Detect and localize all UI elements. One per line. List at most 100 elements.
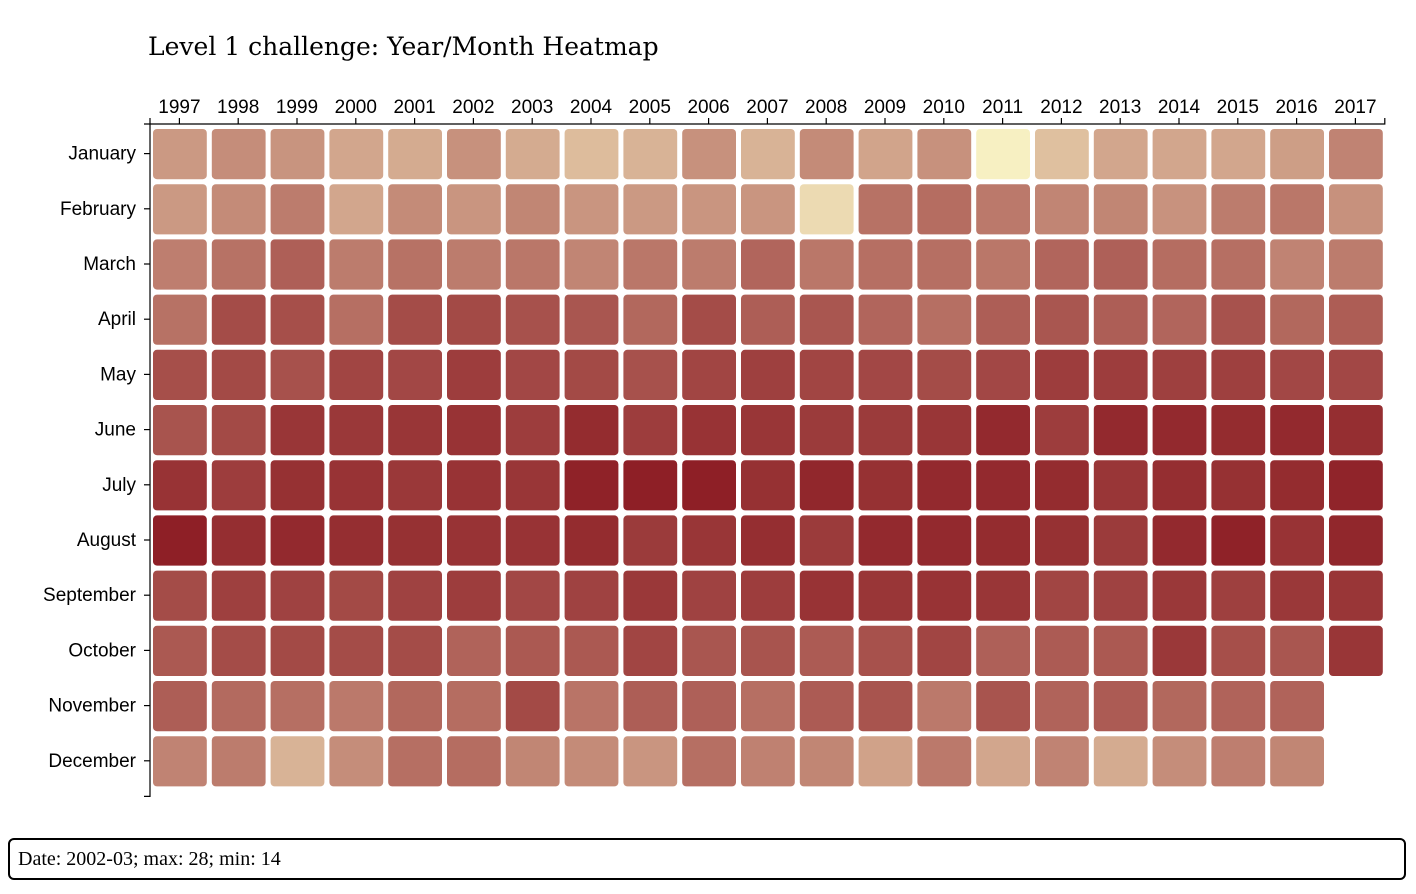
heatmap-cell[interactable] <box>447 239 501 290</box>
heatmap-cell[interactable] <box>1211 239 1266 290</box>
heatmap-cell[interactable] <box>917 405 972 456</box>
heatmap-cell[interactable] <box>211 460 266 511</box>
heatmap-cell[interactable] <box>447 349 501 400</box>
heatmap-cell[interactable] <box>682 515 736 566</box>
heatmap-cell[interactable] <box>799 460 854 511</box>
heatmap-cell[interactable] <box>1035 349 1089 400</box>
heatmap-cell[interactable] <box>741 129 795 180</box>
heatmap-cell[interactable] <box>1093 294 1148 345</box>
heatmap-cell[interactable] <box>858 736 913 787</box>
heatmap-cell[interactable] <box>1211 515 1266 566</box>
heatmap-cell[interactable] <box>564 625 619 676</box>
heatmap-cell[interactable] <box>917 184 972 235</box>
heatmap-cell[interactable] <box>211 625 266 676</box>
heatmap-cell[interactable] <box>270 239 325 290</box>
heatmap-cell[interactable] <box>1152 736 1207 787</box>
heatmap-cell[interactable] <box>270 294 325 345</box>
heatmap-cell[interactable] <box>917 736 972 787</box>
heatmap-cell[interactable] <box>623 460 678 511</box>
heatmap-cell[interactable] <box>1329 184 1383 235</box>
heatmap-cell[interactable] <box>270 405 325 456</box>
heatmap-cell[interactable] <box>623 515 678 566</box>
heatmap-cell[interactable] <box>388 625 442 676</box>
heatmap-cell[interactable] <box>447 736 501 787</box>
heatmap-cell[interactable] <box>799 239 854 290</box>
heatmap-cell[interactable] <box>741 184 795 235</box>
heatmap-cell[interactable] <box>682 239 736 290</box>
heatmap-cell[interactable] <box>388 129 442 180</box>
heatmap-cell[interactable] <box>153 239 207 290</box>
heatmap-cell[interactable] <box>1329 405 1383 456</box>
heatmap-cell[interactable] <box>741 515 795 566</box>
heatmap-cell[interactable] <box>153 349 207 400</box>
heatmap-cell[interactable] <box>799 184 854 235</box>
heatmap-cell[interactable] <box>682 736 736 787</box>
heatmap-cell[interactable] <box>505 570 560 621</box>
heatmap-cell[interactable] <box>1093 681 1148 732</box>
heatmap-cell[interactable] <box>741 349 795 400</box>
heatmap-cell[interactable] <box>329 184 384 235</box>
heatmap-cell[interactable] <box>1329 625 1383 676</box>
heatmap-cell[interactable] <box>270 736 325 787</box>
heatmap-cell[interactable] <box>329 736 384 787</box>
heatmap-cell[interactable] <box>799 570 854 621</box>
heatmap-cell[interactable] <box>1211 184 1266 235</box>
heatmap-cell[interactable] <box>858 129 913 180</box>
heatmap-cell[interactable] <box>211 239 266 290</box>
heatmap-cell[interactable] <box>799 294 854 345</box>
heatmap-cell[interactable] <box>1093 736 1148 787</box>
heatmap-cell[interactable] <box>153 129 207 180</box>
heatmap-cell[interactable] <box>505 239 560 290</box>
heatmap-cell[interactable] <box>1152 570 1207 621</box>
heatmap-cell[interactable] <box>1211 681 1266 732</box>
heatmap-cell[interactable] <box>564 460 619 511</box>
heatmap-cell[interactable] <box>211 570 266 621</box>
heatmap-cell[interactable] <box>447 681 501 732</box>
heatmap-cell[interactable] <box>447 460 501 511</box>
heatmap-cell[interactable] <box>270 681 325 732</box>
heatmap-cell[interactable] <box>1211 570 1266 621</box>
heatmap-cell[interactable] <box>1093 349 1148 400</box>
heatmap-cell[interactable] <box>329 294 384 345</box>
heatmap-cell[interactable] <box>917 460 972 511</box>
heatmap-cell[interactable] <box>682 294 736 345</box>
heatmap-cell[interactable] <box>858 570 913 621</box>
heatmap-cell[interactable] <box>976 625 1030 676</box>
heatmap-cell[interactable] <box>1093 460 1148 511</box>
heatmap-cell[interactable] <box>505 681 560 732</box>
heatmap-cell[interactable] <box>1152 184 1207 235</box>
heatmap-cell[interactable] <box>447 184 501 235</box>
heatmap-cell[interactable] <box>1093 405 1148 456</box>
heatmap-cell[interactable] <box>388 736 442 787</box>
heatmap-cell[interactable] <box>682 681 736 732</box>
heatmap-cell[interactable] <box>329 129 384 180</box>
heatmap-cell[interactable] <box>858 239 913 290</box>
heatmap-cell[interactable] <box>1152 349 1207 400</box>
heatmap-cell[interactable] <box>1329 570 1383 621</box>
heatmap-cell[interactable] <box>917 129 972 180</box>
heatmap-cell[interactable] <box>1270 570 1324 621</box>
heatmap-cell[interactable] <box>1270 460 1324 511</box>
heatmap-cell[interactable] <box>1035 515 1089 566</box>
heatmap-cell[interactable] <box>1035 405 1089 456</box>
heatmap-cell[interactable] <box>270 129 325 180</box>
heatmap-cell[interactable] <box>505 129 560 180</box>
heatmap-cell[interactable] <box>153 294 207 345</box>
heatmap-cell[interactable] <box>153 681 207 732</box>
heatmap-cell[interactable] <box>1329 349 1383 400</box>
heatmap-cell[interactable] <box>1152 460 1207 511</box>
heatmap-cell[interactable] <box>917 570 972 621</box>
heatmap-cell[interactable] <box>329 681 384 732</box>
heatmap-cell[interactable] <box>1093 239 1148 290</box>
heatmap-cell[interactable] <box>329 515 384 566</box>
heatmap-cell[interactable] <box>505 625 560 676</box>
heatmap-cell[interactable] <box>976 294 1030 345</box>
heatmap-cell[interactable] <box>682 184 736 235</box>
heatmap-cell[interactable] <box>1270 681 1324 732</box>
heatmap-cell[interactable] <box>623 405 678 456</box>
heatmap-cell[interactable] <box>211 129 266 180</box>
heatmap-cell[interactable] <box>1035 184 1089 235</box>
heatmap-cell[interactable] <box>1093 515 1148 566</box>
heatmap-cell[interactable] <box>917 239 972 290</box>
heatmap-cell[interactable] <box>211 294 266 345</box>
